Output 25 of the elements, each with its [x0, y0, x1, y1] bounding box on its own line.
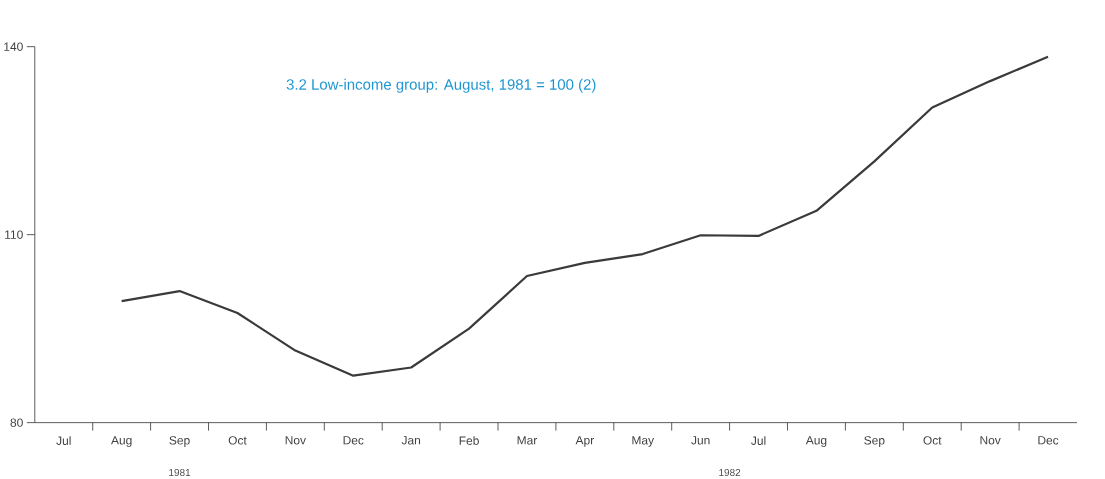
y-tick-label: 80 [10, 418, 23, 427]
x-tick-label: Jul [56, 435, 71, 445]
x-tick-label: Mar [517, 435, 538, 445]
x-tick-label: Nov [980, 435, 1001, 445]
text: 3.2 Low-income group: August, 1981 = 100 (2) [286, 78, 596, 93]
x-tick-label: Apr [575, 435, 594, 447]
x-tick-label: Feb [459, 435, 479, 445]
y-tick-label: 140 [4, 42, 23, 51]
x-tick-label: Oct [923, 435, 942, 445]
x-tick-label: May [632, 435, 655, 447]
x-tick-label: Sep [864, 435, 885, 447]
x-tick-label: Sep [169, 435, 190, 447]
x-tick-label: Jun [691, 435, 710, 445]
x-tick-label: Dec [1038, 435, 1059, 445]
x-tick-label: Oct [228, 435, 247, 445]
x-tick-label: Dec [343, 435, 364, 445]
x-tick-label: Aug [805, 435, 827, 447]
x-tick-label: Aug [111, 435, 132, 447]
x-tick-label: Nov [285, 435, 306, 445]
x-tick-label: Jul [751, 435, 766, 445]
text: 1981 [169, 468, 191, 476]
x-tick-label: Jan [401, 435, 421, 445]
line-series [120, 55, 1050, 377]
y-tick-label: 110 [5, 230, 23, 239]
text: 1982 [719, 468, 741, 476]
